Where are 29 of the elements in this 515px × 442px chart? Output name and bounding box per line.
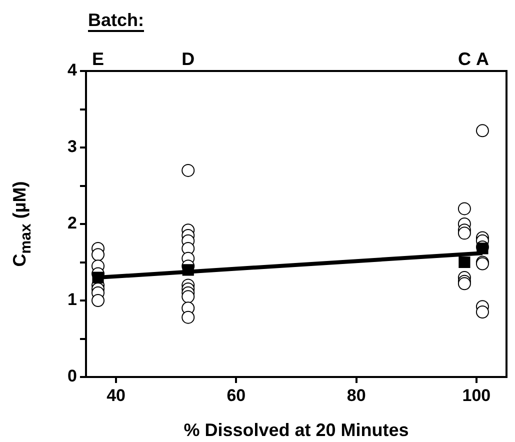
x-tick-label: 40 [106,386,126,405]
point [182,310,195,324]
point [182,290,195,304]
point [92,272,104,284]
point [476,242,488,254]
point [458,202,471,216]
x-tick-label: 80 [346,386,366,405]
x-tick-label: 100 [462,386,491,405]
y-tick-label: 4 [68,60,78,80]
x-axis-title: % Dissolved at 20 Minutes [184,420,409,440]
point [92,294,105,307]
y-tick-label: 1 [68,290,77,310]
text: A [476,49,489,69]
y-tick-label: 0 [68,366,77,386]
point [182,164,195,177]
text: Batch: [88,10,144,30]
text: D [182,49,195,69]
point [92,248,105,262]
y-tick-label: 2 [68,214,77,233]
point [458,256,470,268]
point [458,277,471,290]
text: C [458,49,471,69]
point [182,264,194,276]
point [476,124,489,138]
point [476,305,489,318]
y-tick-label: 3 [68,137,77,156]
x-tick-label: 60 [226,386,246,405]
text: E [92,49,104,69]
point [458,226,471,240]
